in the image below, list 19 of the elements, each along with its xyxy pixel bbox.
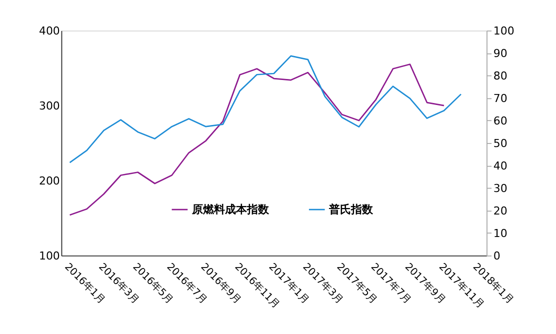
legend-label: 普氏指数 [328, 203, 374, 216]
y-tick-label: 200 [38, 174, 60, 188]
y2-tick-label: 20 [493, 204, 508, 218]
y2-tick-label: 80 [493, 70, 508, 83]
y-tick-label: 400 [38, 24, 60, 38]
legend-label: 原燃料成本指数 [191, 203, 270, 216]
y2-tick-label: 60 [493, 114, 508, 128]
line-series [69, 64, 445, 216]
y2-tick-label: 90 [493, 47, 508, 60]
y2-tick-label: 0 [493, 250, 500, 263]
y2-tick-label: 70 [493, 92, 508, 106]
y-tick-label: 300 [38, 100, 60, 113]
y2-tick-label: 30 [493, 182, 508, 196]
line-series [69, 55, 462, 164]
y2-tick-label: 50 [493, 137, 508, 150]
y2-tick-label: 40 [493, 160, 508, 173]
y2-tick-label: 100 [493, 24, 514, 38]
y-tick-label: 100 [38, 250, 60, 263]
y2-tick-label: 10 [493, 227, 508, 240]
